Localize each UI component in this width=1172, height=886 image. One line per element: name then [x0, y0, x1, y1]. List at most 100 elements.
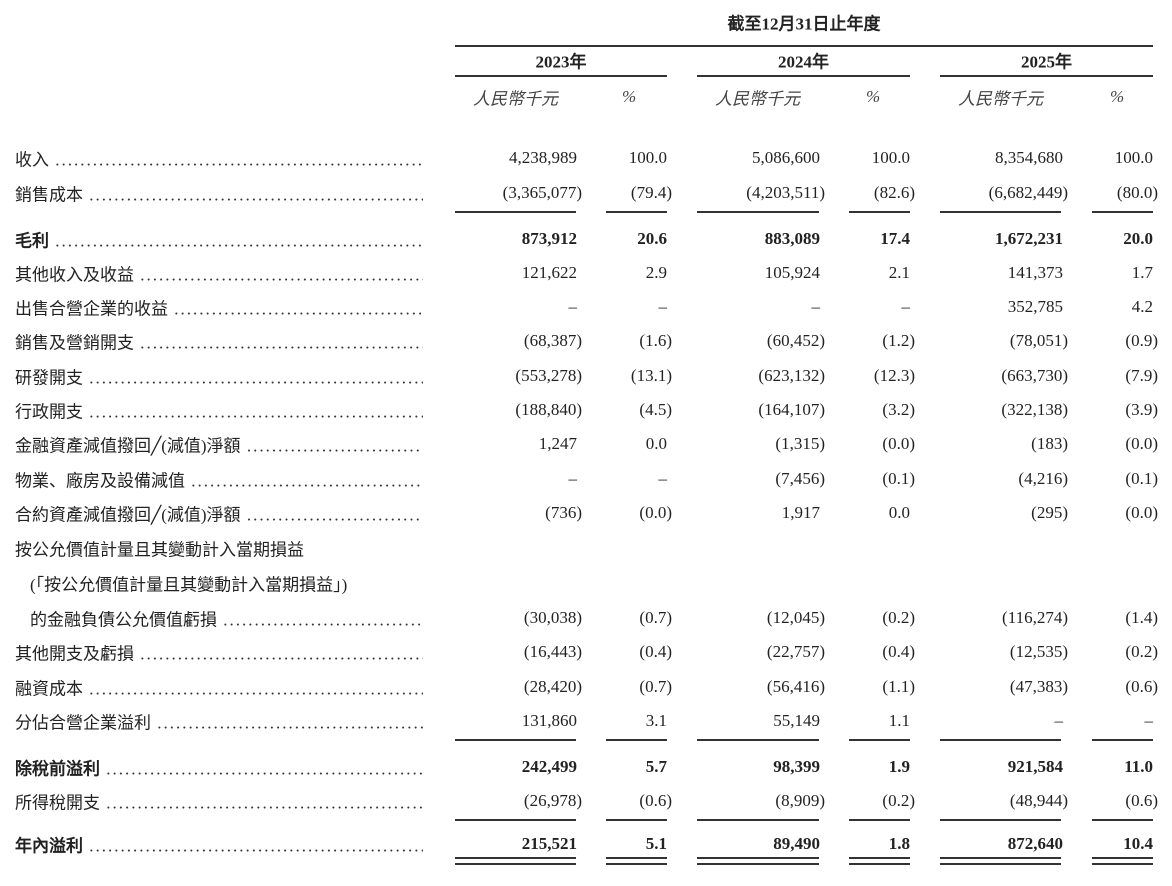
amount-cell: 1,917: [781, 503, 820, 522]
amount-cell: –: [568, 469, 578, 488]
dot-leader: ........................................…: [89, 368, 423, 388]
dot-leader: ........................................…: [106, 793, 423, 813]
total-double-rule: [455, 863, 576, 865]
percent-cell: (0.0): [639, 503, 672, 522]
period-title: 截至12月31日止年度: [727, 14, 881, 34]
row-label: 收入 .....................................…: [15, 146, 423, 171]
percent-cell: (0.0): [1125, 434, 1158, 453]
amount-cell: 55,149: [773, 711, 820, 730]
percent-cell: (7.9): [1125, 366, 1158, 385]
subtotal-rule: [1092, 819, 1153, 821]
percent-cell: (0.6): [1125, 677, 1158, 696]
row-label: 研發開支 ...................................…: [15, 364, 423, 389]
amount-cell: 5,086,600: [752, 148, 820, 167]
dot-leader: ........................................…: [89, 679, 423, 699]
row-label-text: 出售合營企業的收益: [15, 299, 168, 319]
percent-cell: 1.1: [888, 711, 910, 730]
amount-cell: (736): [545, 503, 582, 522]
amount-cell: 883,089: [764, 229, 820, 248]
percent-cell: 1.9: [888, 757, 910, 776]
percent-cell: (3.2): [882, 400, 915, 419]
percent-cell: 10.4: [1123, 834, 1153, 853]
amount-cell: 4,238,989: [509, 148, 577, 167]
subtotal-rule: [697, 739, 819, 741]
percent-cell: 100.0: [1114, 148, 1153, 167]
dot-leader: ........................................…: [89, 185, 423, 205]
percent-cell: (0.6): [639, 791, 672, 810]
amount-cell: (188,840): [515, 400, 582, 419]
dot-leader: ........................................…: [55, 231, 423, 251]
year-rule: [940, 75, 1153, 77]
percent-cell: (0.2): [1125, 642, 1158, 661]
amount-cell: 1,672,231: [995, 229, 1063, 248]
dot-leader: ........................................…: [157, 713, 423, 733]
percent-cell: 20.0: [1123, 229, 1153, 248]
subtotal-rule: [849, 819, 910, 821]
row-label-text: 合約資產減值撥回╱(減值)淨額: [15, 505, 241, 525]
amount-cell: (48,944): [1009, 791, 1068, 810]
row-label: 金融資產減值撥回╱(減值)淨額 ........................…: [15, 432, 423, 457]
row-label-text: 其他開支及虧損: [15, 644, 134, 664]
amount-cell: 121,622: [521, 263, 577, 282]
amount-cell: 1,247: [538, 434, 577, 453]
amount-cell: 89,490: [773, 834, 820, 853]
percent-cell: –: [1144, 711, 1154, 730]
amount-cell: (4,203,511): [746, 183, 825, 202]
percent-cell: 2.9: [645, 263, 667, 282]
row-label: 合約資產減值撥回╱(減值)淨額 ........................…: [15, 501, 423, 526]
row-label: 按公允價值計量且其變動計入當期損益: [15, 536, 423, 561]
subtotal-rule: [940, 739, 1061, 741]
percent-cell: (0.0): [882, 434, 915, 453]
row-label: 毛利 .....................................…: [15, 227, 423, 252]
subtotal-rule: [697, 211, 819, 213]
amount-cell: (60,452): [766, 331, 825, 350]
percent-cell: 2.1: [888, 263, 910, 282]
amount-cell: (22,757): [766, 642, 825, 661]
percent-cell: 4.2: [1131, 297, 1153, 316]
row-label: (「按公允價值計量且其變動計入當期損益」): [30, 571, 423, 596]
row-label-text: 按公允價值計量且其變動計入當期損益: [15, 540, 304, 560]
subtotal-rule: [455, 819, 576, 821]
amount-cell: (16,443): [523, 642, 582, 661]
percent-cell: (0.1): [882, 469, 915, 488]
row-label: 行政開支 ...................................…: [15, 398, 423, 423]
amount-cell: (116,274): [1002, 608, 1068, 627]
total-double-rule: [697, 863, 819, 865]
total-double-rule: [606, 857, 667, 859]
percent-cell: –: [901, 297, 911, 316]
total-double-rule: [455, 857, 576, 859]
row-label-text: 除稅前溢利: [15, 759, 100, 779]
subtotal-rule: [697, 819, 819, 821]
percent-cell: (0.6): [1125, 791, 1158, 810]
percent-cell: (13.1): [630, 366, 672, 385]
row-label-text: 研發開支: [15, 368, 83, 388]
percent-cell: (0.0): [1125, 503, 1158, 522]
percent-cell: –: [658, 297, 668, 316]
amount-cell: (295): [1031, 503, 1068, 522]
amount-cell: (47,383): [1009, 677, 1068, 696]
year-rule: [697, 75, 910, 77]
amount-cell: 105,924: [764, 263, 820, 282]
amount-cell: 242,499: [521, 757, 577, 776]
row-label-text: 其他收入及收益: [15, 265, 134, 285]
unit-rmb-thousands: 人民幣千元: [958, 89, 1043, 109]
subtotal-rule: [606, 819, 667, 821]
subtotal-rule: [1092, 739, 1153, 741]
percent-cell: 100.0: [628, 148, 667, 167]
subtotal-rule: [849, 211, 910, 213]
amount-cell: –: [568, 297, 578, 316]
amount-cell: 215,521: [521, 834, 577, 853]
percent-cell: (80.0): [1116, 183, 1158, 202]
percent-cell: 100.0: [871, 148, 910, 167]
percent-cell: (0.4): [882, 642, 915, 661]
amount-cell: (12,045): [766, 608, 825, 627]
amount-cell: (3,365,077): [502, 183, 582, 202]
percent-cell: (79.4): [630, 183, 672, 202]
percent-cell: (0.2): [882, 608, 915, 627]
amount-cell: (12,535): [1009, 642, 1068, 661]
amount-cell: 872,640: [1007, 834, 1063, 853]
percent-cell: 1.7: [1131, 263, 1153, 282]
row-label: 其他收入及收益 ................................…: [15, 261, 423, 286]
percent-cell: 11.0: [1124, 757, 1153, 776]
dot-leader: ........................................…: [140, 333, 423, 353]
